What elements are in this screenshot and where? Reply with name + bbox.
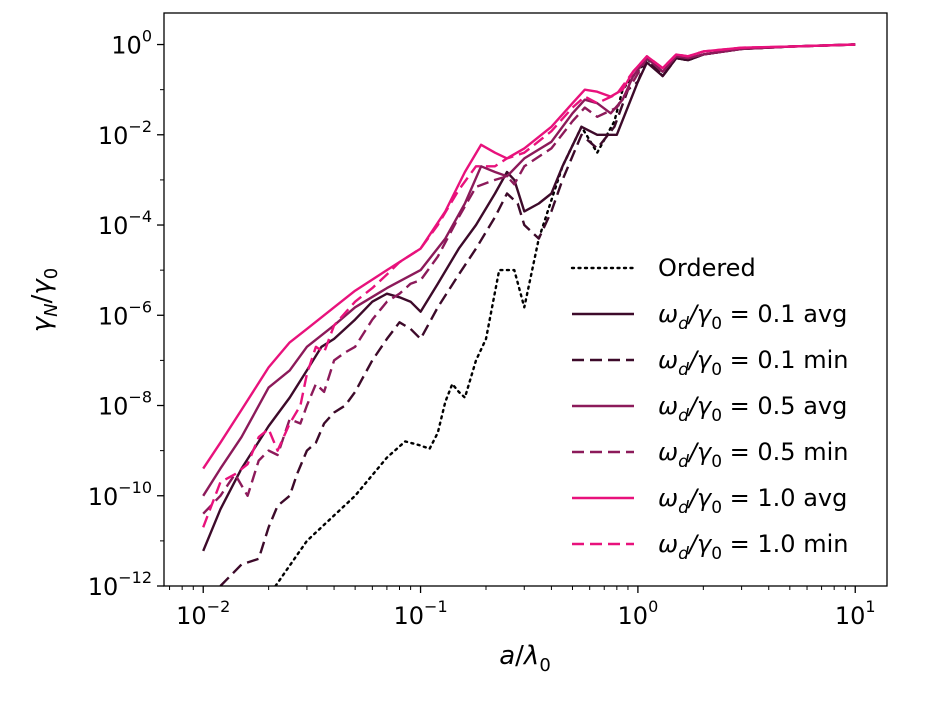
legend-label-0: Ordered (658, 254, 756, 282)
series-line-5 (202, 43, 856, 470)
plot-frame (163, 12, 888, 587)
x-tick-label-3: 101 (835, 597, 876, 630)
y-axis-label: γN/γ0 (27, 268, 62, 332)
y-tick-label-2: 10−8 (98, 388, 152, 421)
x-tick-label-2: 100 (618, 597, 659, 630)
y-tick-label-6: 100 (111, 27, 152, 60)
y-axis-label-group: γN/γ0 (27, 268, 62, 332)
y-tick-label-1: 10−10 (88, 478, 152, 511)
legend-label-3: ωd/γ0 = 0.5 avg (658, 392, 847, 426)
y-axis: 10−12 10−10 10−8 10−6 10−4 10−2 100 (88, 27, 164, 601)
y-tick-label-5: 10−2 (98, 117, 152, 150)
x-tick-label-1: 10−1 (393, 597, 447, 630)
x-axis-label: a/λ0 (499, 641, 551, 676)
x-tick-label-0: 10−2 (176, 597, 230, 630)
series-line-0 (274, 43, 857, 586)
legend-label-6: ωd/γ0 = 1.0 min (658, 530, 848, 564)
series-line-6 (202, 43, 856, 528)
legend-label-4: ωd/γ0 = 0.5 min (658, 438, 848, 472)
y-tick-label-3: 10−6 (98, 297, 152, 330)
legend: Ordered ωd/γ0 = 0.1 avg ωd/γ0 = 0.1 min ωd/… (570, 254, 848, 564)
series-layer (202, 43, 857, 586)
y-tick-label-4: 10−4 (98, 207, 152, 240)
legend-label-1: ωd/γ0 = 0.1 avg (658, 300, 847, 334)
legend-label-2: ωd/γ0 = 0.1 min (658, 346, 848, 380)
legend-label-5: ωd/γ0 = 1.0 avg (658, 484, 847, 518)
series-line-3 (202, 43, 856, 497)
x-axis: 10−2 10−1 100 101 (169, 586, 876, 630)
y-tick-label-0: 10−12 (88, 568, 152, 601)
